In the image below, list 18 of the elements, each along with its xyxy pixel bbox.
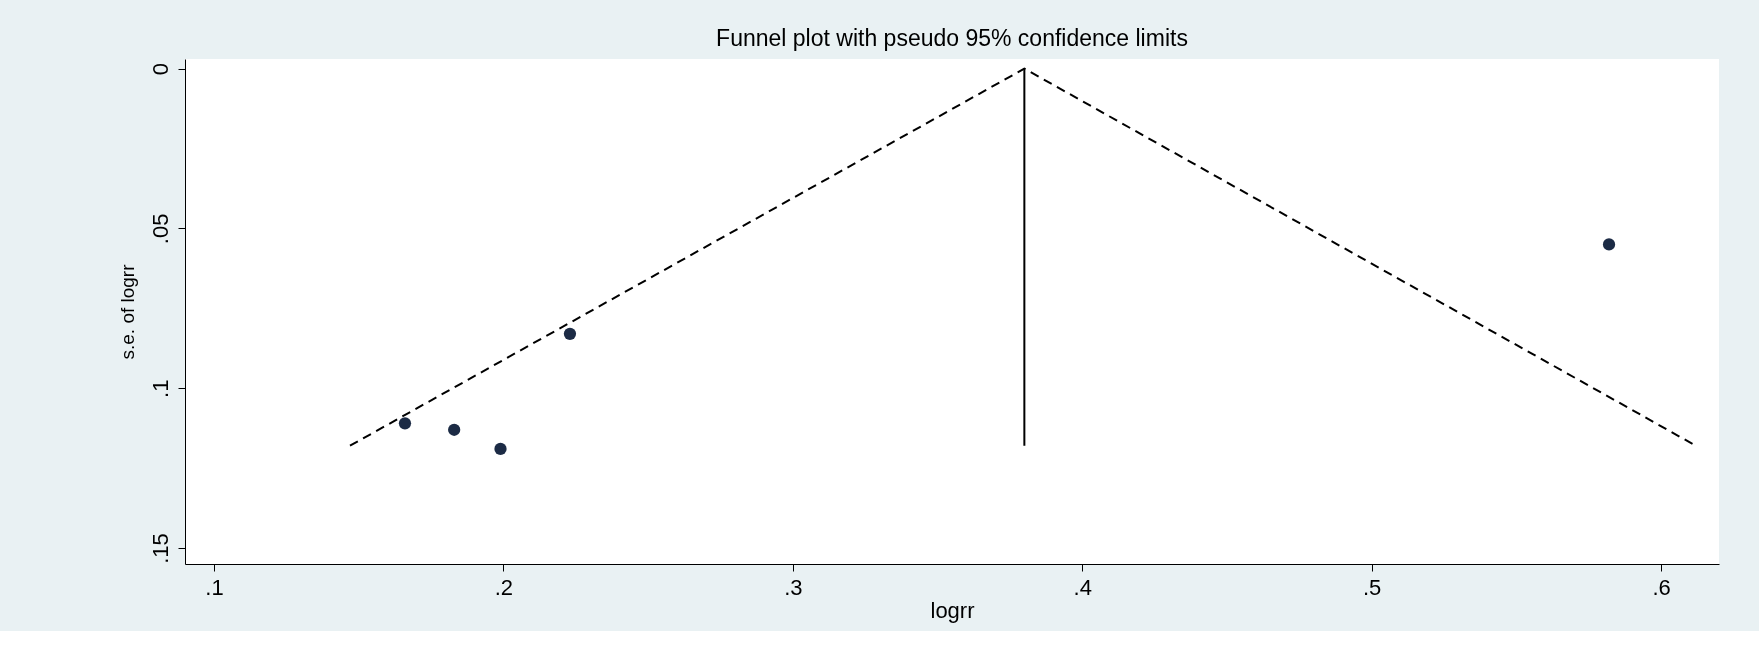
y-tick-label: .05 [147, 213, 173, 245]
y-tick-label: .1 [147, 379, 173, 398]
point [563, 327, 577, 340]
chart-title: Funnel plot with pseudo 95% confidence limits [716, 25, 1188, 51]
x-tick-label: .1 [205, 574, 224, 600]
point [494, 442, 507, 456]
x-tick-label: .2 [494, 574, 514, 600]
x-tick-label: .4 [1073, 574, 1092, 600]
x-tick-label: .5 [1363, 574, 1382, 600]
point [398, 417, 412, 430]
y-tick-label: .15 [147, 533, 173, 564]
point [1602, 238, 1616, 251]
y-axis-title: s.e. of logrr [116, 263, 138, 360]
x-tick-label: .6 [1652, 574, 1671, 600]
point [448, 423, 461, 436]
y-tick-label: 0 [147, 62, 173, 76]
x-tick-label: .3 [784, 574, 803, 600]
x-axis-title: logrr [930, 597, 975, 623]
